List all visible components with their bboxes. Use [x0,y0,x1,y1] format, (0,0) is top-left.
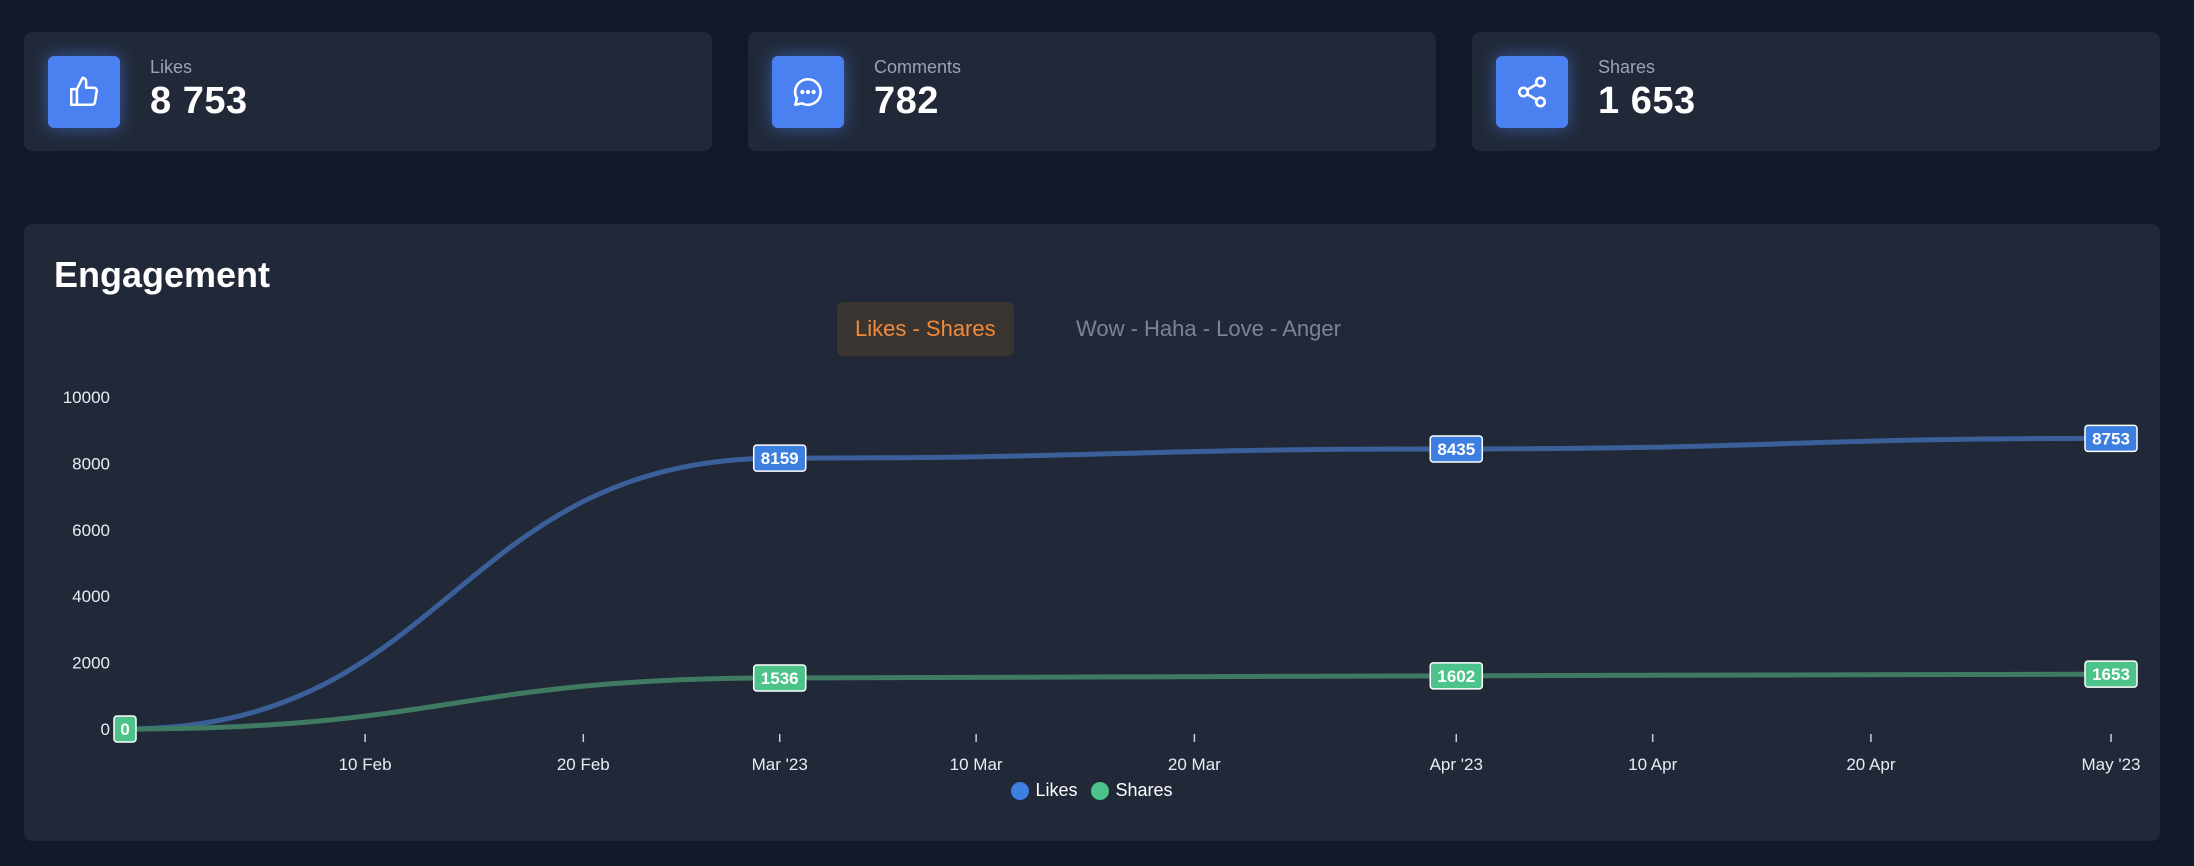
shares-data-label: 0 [113,715,137,743]
shares-data-label-text: 1653 [2092,665,2130,684]
shares-label: Shares [1598,57,1656,77]
shares-card: Shares 1 653 [1472,32,2160,151]
legend-label-shares: Shares [1115,780,1173,800]
x-tick-label: 20 Mar [1168,755,1221,774]
thumbs-up-icon [48,56,120,128]
shares-data-label-box [1429,662,1484,690]
comments-count: 782 [874,80,939,122]
shares-data-label-box [752,664,807,692]
y-tick-label: 0 [101,720,110,739]
x-tick-label: 20 Apr [1846,755,1895,774]
engagement-chart: 0 2000 4000 6000 8000 10000 10 Feb 20 Feb Mar '2… [63,388,2141,774]
likes-data-label-text: 8435 [1437,440,1475,459]
likes-data-label: 8435 [1429,435,1484,463]
legend-item-likes[interactable]: Likes [1011,780,1077,801]
y-tick-label: 2000 [72,654,110,673]
shares-data-label-text: 0 [120,720,129,739]
likes-series-line [122,435,2114,732]
shares-count: 1 653 [1598,80,1696,122]
comments-label: Comments [874,57,962,77]
chat-bubble-icon [772,56,844,128]
shares-data-label: 1602 [1429,662,1484,690]
x-tick-label: May '23 [2082,755,2141,774]
x-tick-label: 10 Apr [1628,755,1677,774]
shares-data-label: 1536 [752,664,807,692]
likes-data-label-text: 8753 [2092,429,2130,448]
engagement-panel: 0 2000 4000 6000 8000 10000 10 Feb 20 Feb Mar '2… [24,224,2160,841]
x-tick-label: 10 Feb [339,755,392,774]
shares-data-label-text: 1602 [1437,667,1475,686]
x-tick-label: 10 Mar [950,755,1003,774]
likes-data-label: 8159 [752,444,807,472]
y-tick-label: 8000 [72,454,110,473]
likes-label: Likes [150,57,193,77]
y-tick-label: 10000 [63,388,110,407]
x-tick-label: 20 Feb [557,755,610,774]
likes-card: Likes 8 753 [24,32,712,151]
legend-item-shares[interactable]: Shares [1091,780,1173,801]
comments-card: Comments 782 [748,32,1436,151]
x-tick-label: Apr '23 [1430,755,1483,774]
shares-series-line [122,671,2114,732]
likes-data-label-box [2084,424,2138,453]
likes-data-label: 8753 [2084,424,2138,453]
likes-data-label-text: 8159 [761,449,799,468]
tab-reactions[interactable]: Wow - Haha - Love - Anger [1076,316,1341,341]
share-icon [1496,56,1568,128]
shares-data-label-box [2084,660,2138,688]
y-tick-label: 6000 [72,521,110,540]
panel-title: Engagement [54,254,271,295]
shares-data-label-box [113,715,137,743]
chart-legend: Likes Shares [24,780,2160,801]
likes-count: 8 753 [150,80,248,122]
likes-data-label-box [1429,435,1484,463]
legend-dot-likes [1011,781,1030,800]
shares-data-label-text: 1536 [761,669,799,688]
shares-data-label: 1653 [2084,660,2138,688]
legend-label-likes: Likes [1035,780,1078,800]
y-tick-label: 4000 [72,587,110,606]
tab-likes-shares[interactable]: Likes - Shares [837,302,1014,356]
likes-data-label-box [752,444,807,472]
x-tick-label: Mar '23 [752,755,808,774]
legend-dot-shares [1091,781,1110,800]
